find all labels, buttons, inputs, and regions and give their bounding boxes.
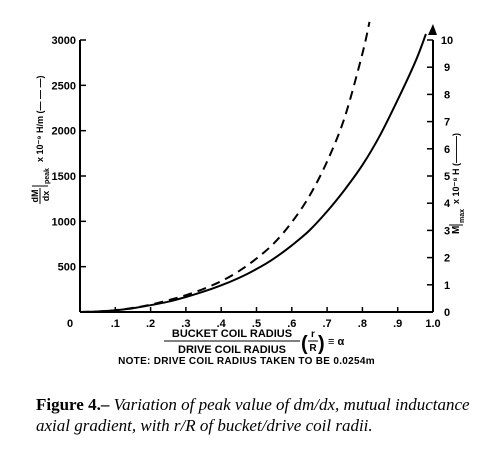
x-label-frac-num: r [311,329,315,340]
solid-line-arrowhead [428,24,437,35]
right-tick-label: 7 [444,117,450,129]
x-tick-labels: 0 .1 .2 .3 .4 .5 .6 .7 .8 .9 1.0 [67,318,441,330]
x-label-paren-close: ) [318,333,325,355]
y-label-left-rest: x 10⁻⁹ H/m (— — —) [35,75,45,162]
right-tick-label: 6 [444,144,450,156]
y-label-right-rest: x 10⁻⁸ H (———) [451,133,461,204]
left-tick-label: 2500 [52,80,76,92]
right-tick-label: 9 [444,62,450,74]
figure-caption-text: Variation of peak value of dm/dx, mutual… [36,395,470,435]
x-tick-label: .7 [323,318,332,330]
x-tick-label: 1.0 [425,318,440,330]
x-tick-label: 0 [67,318,73,330]
x-tick-label: .9 [393,318,402,330]
series-Mmax-solid-line [79,33,427,313]
right-tick-label: 10 [441,35,453,47]
series-dMdx-dashed-line [79,21,371,313]
left-tick-label: 1500 [52,171,76,183]
x-tick-label: .6 [287,318,296,330]
right-tick-label: 1 [444,280,450,292]
y-label-right-main: M [451,226,462,234]
x-label-frac-den: R [309,343,317,354]
x-tick-label: .4 [217,318,227,330]
y-label-left-den: dx [41,191,51,202]
y-label-right-sub: max [459,209,466,223]
figure-caption: Figure 4.– Variation of peak value of dm… [36,394,486,436]
y-label-right: M max x 10⁻⁸ H (———) [449,133,466,234]
x-tick-label: .2 [146,318,155,330]
x-tick-label: .5 [252,318,261,330]
y-label-left-num: dM [30,190,40,203]
right-tick-label: 3 [444,225,450,237]
x-tick-label: .1 [111,318,120,330]
right-tick-label: 4 [444,198,451,210]
left-tick-labels: 3000 2500 2000 1500 1000 500 [52,35,76,274]
right-tick-label: 2 [444,253,450,265]
left-tick-marks [80,39,86,268]
left-axis: 3000 2500 2000 1500 1000 500 [52,35,86,312]
x-label-denominator: DRIVE COIL RADIUS [178,344,286,356]
x-label-numerator: BUCKET COIL RADIUS [172,328,292,340]
chart-note: NOTE: DRIVE COIL RADIUS TAKEN TO BE 0.02… [118,356,375,367]
x-tick-label: .3 [181,318,190,330]
y-label-left-sub: peak [44,168,51,184]
left-tick-label: 2000 [52,126,76,138]
x-label-suffix: ≡ α [328,336,344,348]
x-axis: 0 .1 .2 .3 .4 .5 .6 .7 .8 .9 1.0 [67,307,441,330]
left-tick-label: 500 [58,262,76,274]
left-tick-label: 3000 [52,35,76,47]
right-tick-label: 8 [444,89,450,101]
y-label-left: dM dx peak x 10⁻⁹ H/m (— — —) [30,75,51,204]
right-tick-label: 0 [444,307,450,319]
x-label-paren-open: ( [301,333,308,355]
left-tick-label: 1000 [52,216,76,228]
x-tick-label: .8 [358,318,367,330]
figure-caption-label: Figure 4.– [36,395,110,414]
right-tick-label: 5 [444,171,450,183]
x-label: BUCKET COIL RADIUS DRIVE COIL RADIUS ( r… [164,328,344,356]
